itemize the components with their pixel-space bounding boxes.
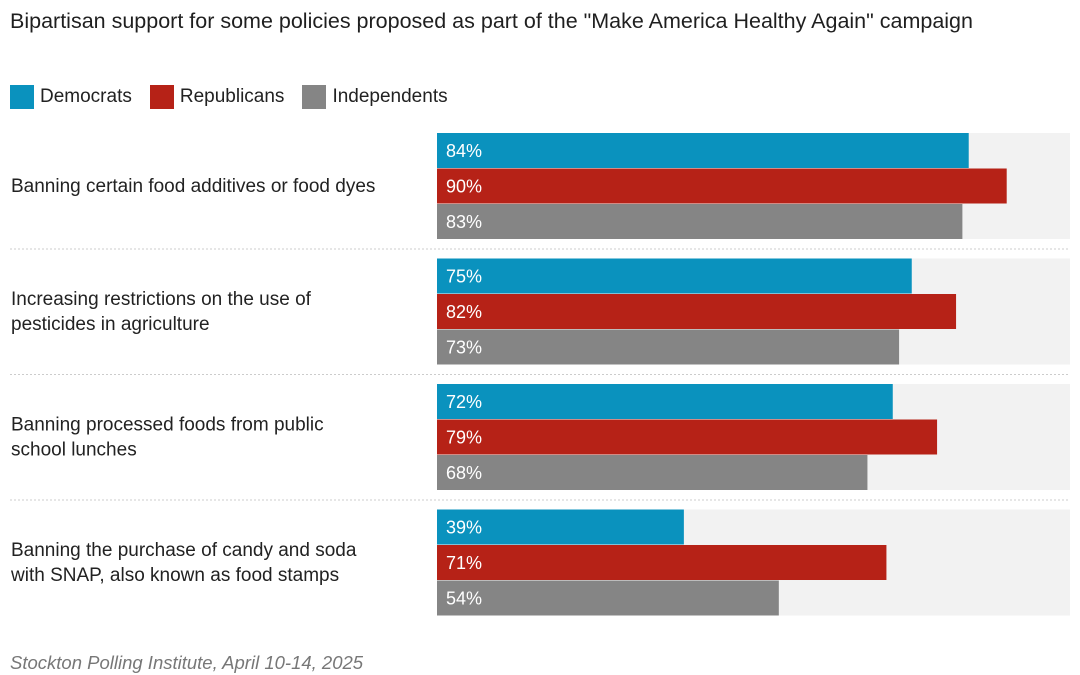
data-label: 71% xyxy=(446,553,482,573)
legend-swatch-republicans xyxy=(149,85,174,109)
category-label: school lunches xyxy=(11,440,137,461)
bar-democrats xyxy=(437,384,893,419)
legend: Democrats Republicans Independents xyxy=(10,84,466,110)
data-label: 82% xyxy=(446,302,482,322)
category-label: Banning the purchase of candy and soda xyxy=(11,540,357,561)
data-label: 73% xyxy=(446,338,482,358)
legend-item-independents: Independents xyxy=(302,85,448,109)
legend-label-democrats: Democrats xyxy=(40,86,132,107)
data-label: 75% xyxy=(446,267,482,287)
data-label: 68% xyxy=(446,463,482,483)
legend-item-democrats: Democrats xyxy=(10,85,132,109)
bar-republicans xyxy=(437,419,938,455)
bar-democrats xyxy=(437,133,969,168)
legend-label-republicans: Republicans xyxy=(179,86,285,107)
category-label: pesticides in agriculture xyxy=(11,314,210,335)
data-label: 54% xyxy=(446,589,482,609)
data-label: 72% xyxy=(446,392,482,412)
bar-independents xyxy=(437,329,900,365)
bar-democrats xyxy=(437,509,684,545)
category-label: Increasing restrictions on the use of xyxy=(11,289,312,310)
bar-independents xyxy=(437,455,868,490)
bar-republicans xyxy=(437,545,887,580)
bar-independents xyxy=(437,580,779,616)
data-label: 83% xyxy=(446,212,482,232)
bar-independents xyxy=(437,204,963,239)
chart-title: Bipartisan support for some policies pro… xyxy=(10,9,973,33)
bar-republicans xyxy=(437,168,1007,204)
data-label: 90% xyxy=(446,177,482,197)
legend-label-independents: Independents xyxy=(332,86,448,107)
legend-swatch-independents xyxy=(302,85,327,109)
category-label: Banning certain food additives or food d… xyxy=(11,176,375,197)
source-note: Stockton Polling Institute, April 10-14,… xyxy=(10,652,364,673)
legend-swatch-democrats xyxy=(10,85,34,109)
data-label: 84% xyxy=(446,141,482,161)
bar-republicans xyxy=(437,294,957,329)
data-label: 39% xyxy=(446,518,482,538)
legend-item-republicans: Republicans xyxy=(149,85,285,109)
category-label: Banning processed foods from public xyxy=(11,415,324,436)
data-label: 79% xyxy=(446,428,482,448)
bar-democrats xyxy=(437,258,912,294)
category-label: with SNAP, also known as food stamps xyxy=(10,565,339,586)
